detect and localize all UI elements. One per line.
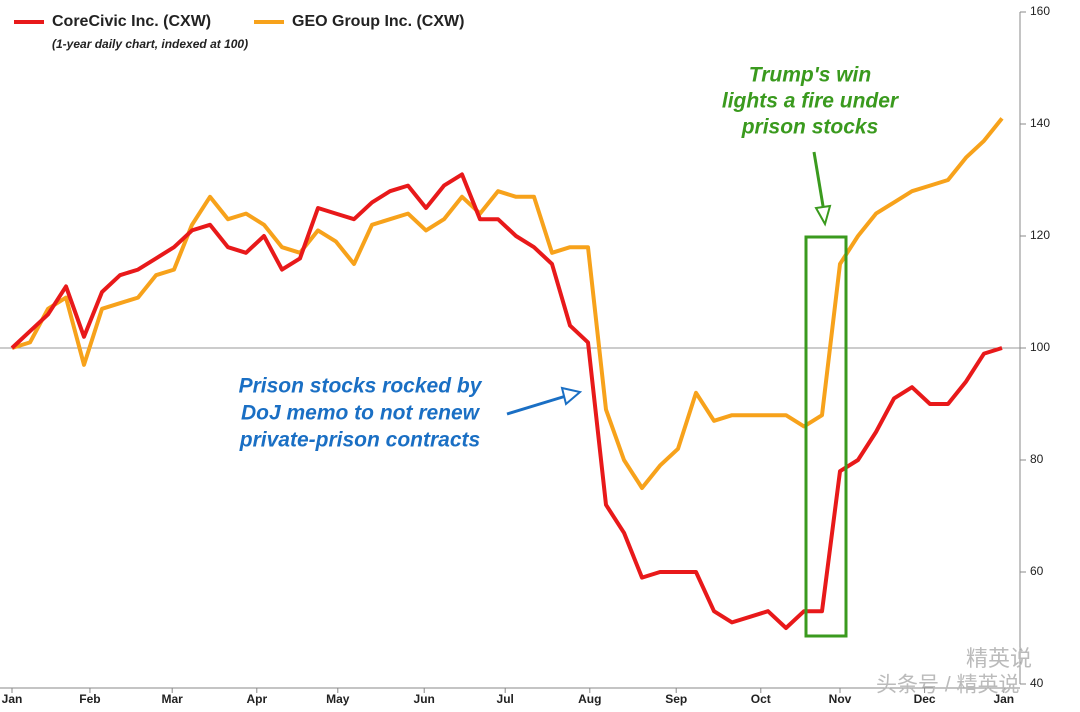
x-tick-label: Apr xyxy=(246,692,267,706)
x-tick-label: Jun xyxy=(414,692,435,706)
arrow-head xyxy=(560,386,583,406)
x-tick-label: Nov xyxy=(829,692,852,706)
x-tick-label: May xyxy=(326,692,350,706)
annotation: Prison stocks rocked by xyxy=(239,375,483,398)
annotation: lights a fire under xyxy=(722,90,900,113)
arrow xyxy=(812,151,826,213)
watermark: 头条号 / 精英说 xyxy=(876,674,1020,697)
plot: 40 60 80 100 120 140 160 Jan Feb Mar Apr May Jun Jul A… xyxy=(0,4,1050,706)
legend-label: GEO Group Inc. (CXW) xyxy=(292,13,464,30)
x-tick-label: Jan xyxy=(993,692,1014,706)
highlight-box xyxy=(804,235,848,638)
x-tick-label: Sep xyxy=(665,692,687,706)
y-tick-label: 140 xyxy=(1030,116,1050,130)
y-tick-label: 160 xyxy=(1030,4,1050,18)
x-tick-label: Dec xyxy=(914,692,936,706)
x-tick-label: Jan xyxy=(2,692,23,706)
x-tick-label: Oct xyxy=(751,692,771,706)
x-tick-label: Jul xyxy=(497,692,514,706)
y-tick-label: 120 xyxy=(1030,228,1050,242)
legend-label: CoreCivic Inc. (CXW) xyxy=(52,13,211,30)
y-tick-label: 40 xyxy=(1030,676,1044,690)
watermark: 精英说 xyxy=(966,646,1032,671)
x-tick-label: Mar xyxy=(162,692,184,706)
y-tick-label: 60 xyxy=(1030,564,1044,578)
line xyxy=(11,117,1004,490)
arrow-head xyxy=(814,204,832,227)
x-tick-label: Feb xyxy=(79,692,100,706)
y-tick-label: 100 xyxy=(1030,340,1050,354)
subtitle: (1-year daily chart, indexed at 100) xyxy=(52,37,248,51)
arrow xyxy=(506,394,567,416)
x-tick-label: Aug xyxy=(578,692,601,706)
y-tick-label: 80 xyxy=(1030,452,1044,466)
annotation: private-prison contracts xyxy=(239,429,480,452)
line xyxy=(10,172,1003,630)
annotation: DoJ memo to not renew xyxy=(241,402,481,425)
annotation: prison stocks xyxy=(741,116,879,139)
annotation: Trump's win xyxy=(749,64,871,87)
